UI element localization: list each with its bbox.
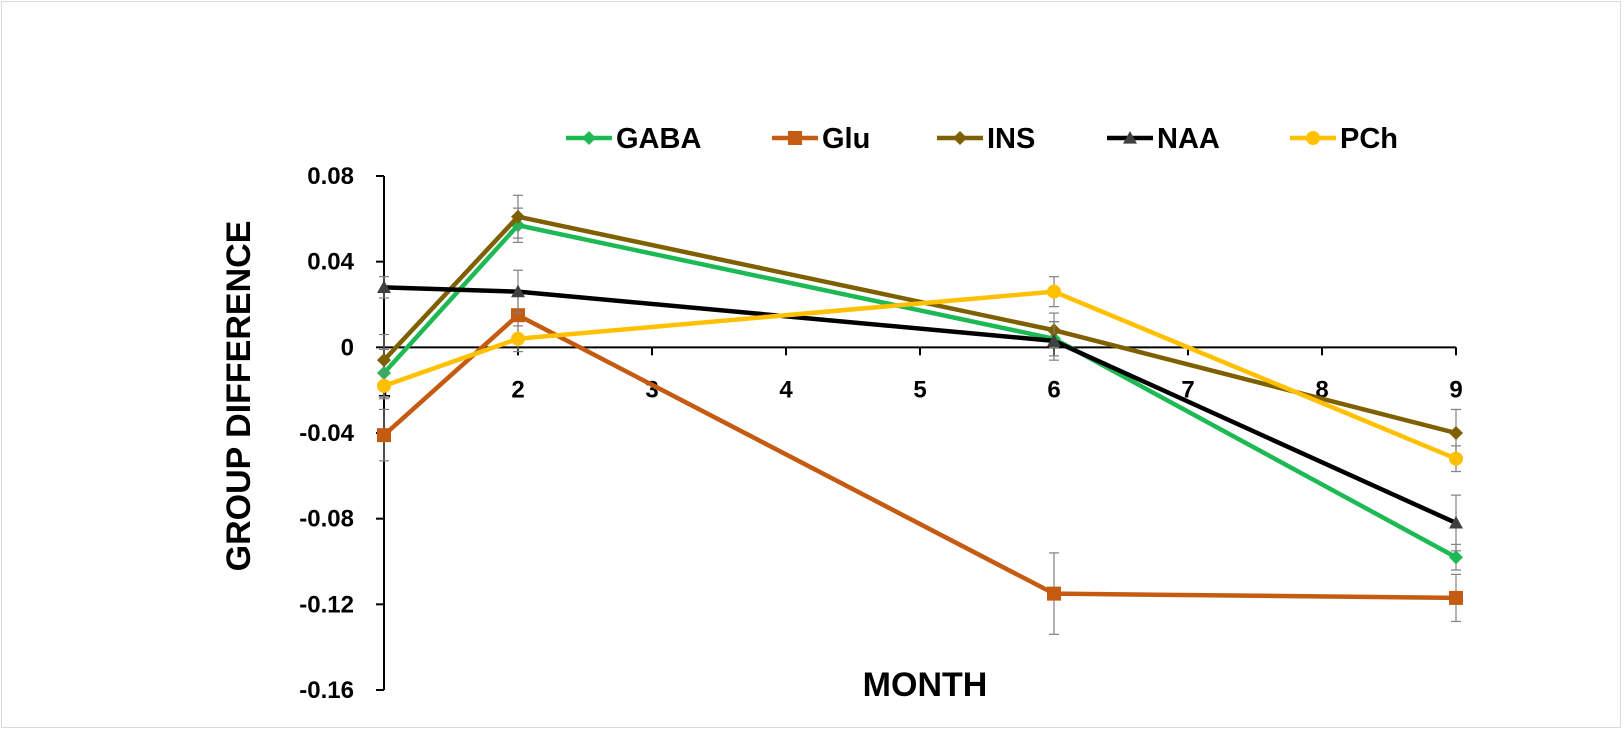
legend-label: Glu xyxy=(822,123,870,155)
y-tick-label: -0.08 xyxy=(299,506,354,533)
legend-item-ins: INS xyxy=(937,123,1035,155)
x-tick-label: 7 xyxy=(1181,376,1194,403)
legend-marker xyxy=(1306,131,1320,145)
legend: GABA Glu INS NAA PCh xyxy=(566,123,1398,155)
legend-marker xyxy=(582,131,596,145)
series-glu xyxy=(377,295,1463,635)
data-point-pch xyxy=(1449,451,1463,466)
legend-label: NAA xyxy=(1157,123,1220,155)
series-line-glu xyxy=(382,312,1457,601)
data-point-ins xyxy=(377,353,391,368)
data-point-ins xyxy=(1449,426,1463,440)
series-line-naa xyxy=(383,285,1457,525)
legend-label: PCh xyxy=(1340,123,1398,155)
legend-item-gaba: GABA xyxy=(566,123,701,155)
y-tick-label: -0.12 xyxy=(299,591,354,618)
series-layer xyxy=(377,194,1463,635)
x-tick-label: 6 xyxy=(1047,376,1060,403)
data-point-glu xyxy=(511,308,525,323)
data-point-naa xyxy=(377,280,391,293)
series-line-gaba xyxy=(382,223,1458,560)
data-point-pch xyxy=(377,378,391,393)
data-point-glu xyxy=(1047,586,1061,601)
data-point-glu xyxy=(1449,590,1463,605)
legend-item-glu: Glu xyxy=(772,123,870,155)
data-point-naa xyxy=(1449,515,1463,529)
x-tick-label: 5 xyxy=(913,376,926,403)
x-tick-label: 4 xyxy=(779,376,793,403)
y-tick-label: 0.04 xyxy=(307,249,354,276)
data-point-glu xyxy=(377,428,391,443)
data-point-pch xyxy=(511,331,525,346)
series-pch xyxy=(377,276,1463,473)
data-point-pch xyxy=(1047,284,1061,299)
y-tick-label: 0.08 xyxy=(307,163,354,190)
legend-item-naa: NAA xyxy=(1107,123,1220,155)
legend-label: INS xyxy=(987,123,1035,155)
y-tick-label: -0.04 xyxy=(299,420,354,447)
y-axis: 0.08 0.04 0 -0.04 -0.08 -0.12 -0.16 xyxy=(299,163,385,704)
y-tick-label: -0.16 xyxy=(299,677,354,704)
legend-marker xyxy=(953,131,967,145)
y-tick-label: 0 xyxy=(341,334,354,361)
legend-label: GABA xyxy=(616,123,701,155)
y-axis-title: GROUP DIFFERENCE xyxy=(220,221,258,572)
data-point-gaba xyxy=(1449,550,1463,565)
legend-marker xyxy=(1123,131,1137,144)
x-tick-label: 9 xyxy=(1449,376,1462,403)
x-tick-label: 2 xyxy=(511,376,524,403)
x-axis-title: MONTH xyxy=(863,666,988,704)
legend-item-pch: PCh xyxy=(1290,123,1398,155)
data-point-naa xyxy=(1047,333,1061,347)
series-line-pch xyxy=(383,289,1457,461)
data-point-naa xyxy=(511,284,525,298)
legend-marker xyxy=(788,131,802,145)
data-point-ins xyxy=(511,209,525,224)
